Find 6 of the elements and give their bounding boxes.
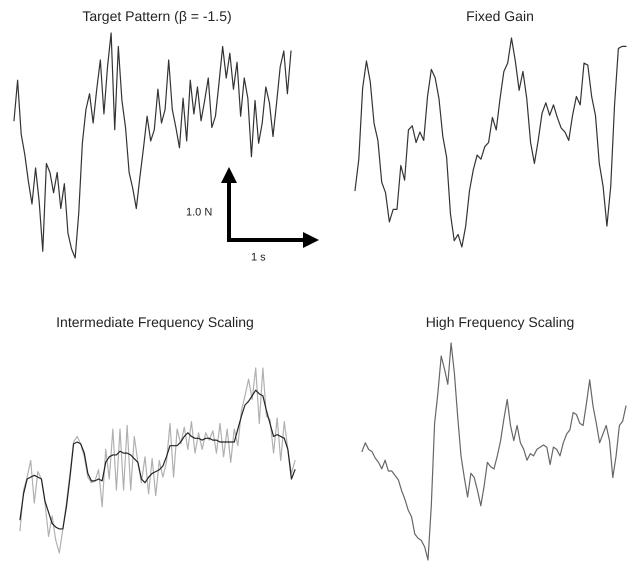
chart-title: Fixed Gain [466,8,534,24]
chart-title: Target Pattern (β = -1.5) [82,8,232,24]
chart-title: High Frequency Scaling [426,314,574,330]
annotation: 1.0 N [186,206,212,218]
chart-title: Intermediate Frequency Scaling [56,314,254,330]
annotation: 1 s [251,252,266,264]
